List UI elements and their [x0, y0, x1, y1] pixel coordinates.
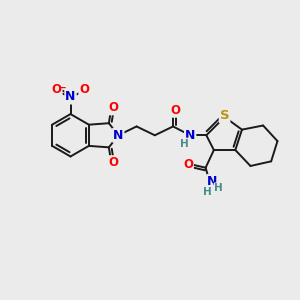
Text: O: O [183, 158, 193, 171]
Text: N: N [185, 129, 195, 142]
Text: O: O [109, 156, 118, 169]
Text: S: S [220, 109, 230, 122]
Text: O: O [52, 83, 62, 96]
Text: H: H [214, 183, 223, 193]
Text: H: H [203, 187, 212, 197]
Text: O: O [170, 104, 180, 117]
Text: O: O [109, 101, 118, 114]
Text: N: N [65, 91, 76, 103]
Text: −: − [58, 83, 66, 93]
Text: H: H [181, 139, 189, 148]
Text: N: N [113, 129, 124, 142]
Text: O: O [79, 83, 89, 96]
Text: N: N [207, 175, 218, 188]
